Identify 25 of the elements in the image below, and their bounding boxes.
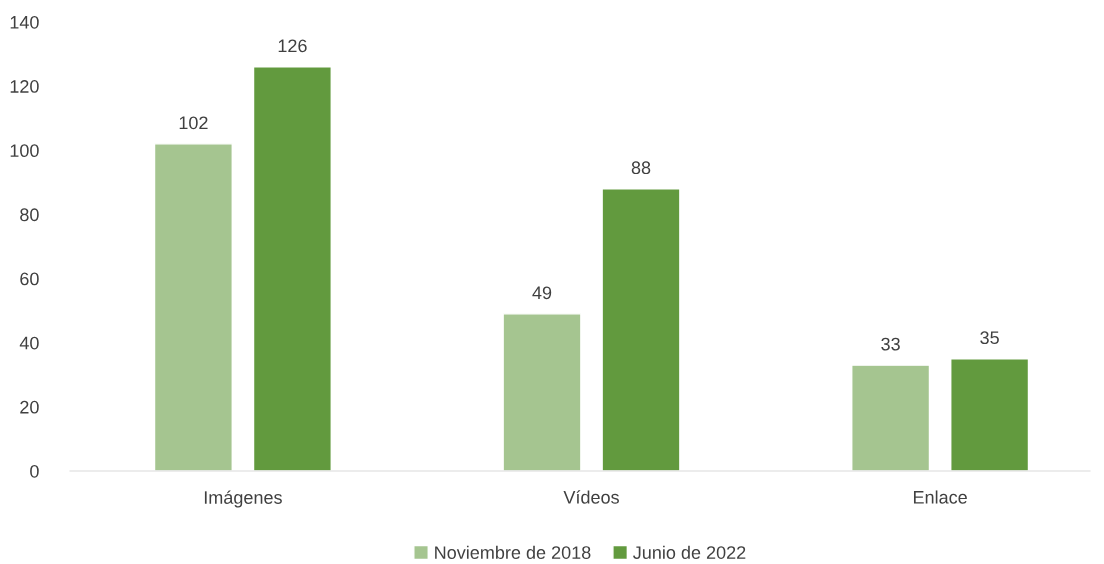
legend-label: Noviembre de 2018: [435, 545, 591, 559]
data-label: 49: [532, 286, 552, 300]
x-tick-label: Enlace: [913, 490, 967, 504]
y-tick-label: 100: [10, 144, 39, 158]
y-tick-label: 140: [10, 15, 39, 29]
data-label: 102: [179, 116, 208, 130]
legend-label: Junio de 2022: [633, 545, 746, 559]
data-label: 126: [278, 39, 307, 53]
data-label: 35: [980, 331, 999, 345]
x-tick-label: Vídeos: [563, 490, 619, 504]
y-tick-label: 20: [20, 400, 39, 414]
y-tick-label: 60: [20, 272, 39, 286]
data-label: 33: [881, 337, 900, 351]
bar: [153, 143, 233, 471]
x-tick-label: Imágenes: [204, 490, 282, 508]
data-label: 88: [631, 161, 651, 175]
bar: [601, 188, 681, 471]
y-tick-label: 40: [19, 336, 39, 350]
bar: [950, 358, 1030, 471]
y-tick-label: 120: [10, 80, 39, 93]
y-tick-label: 0: [30, 464, 39, 478]
y-tick-label: 80: [20, 208, 39, 222]
bar: [252, 66, 332, 471]
bar: [851, 364, 931, 471]
bar: [502, 313, 582, 471]
